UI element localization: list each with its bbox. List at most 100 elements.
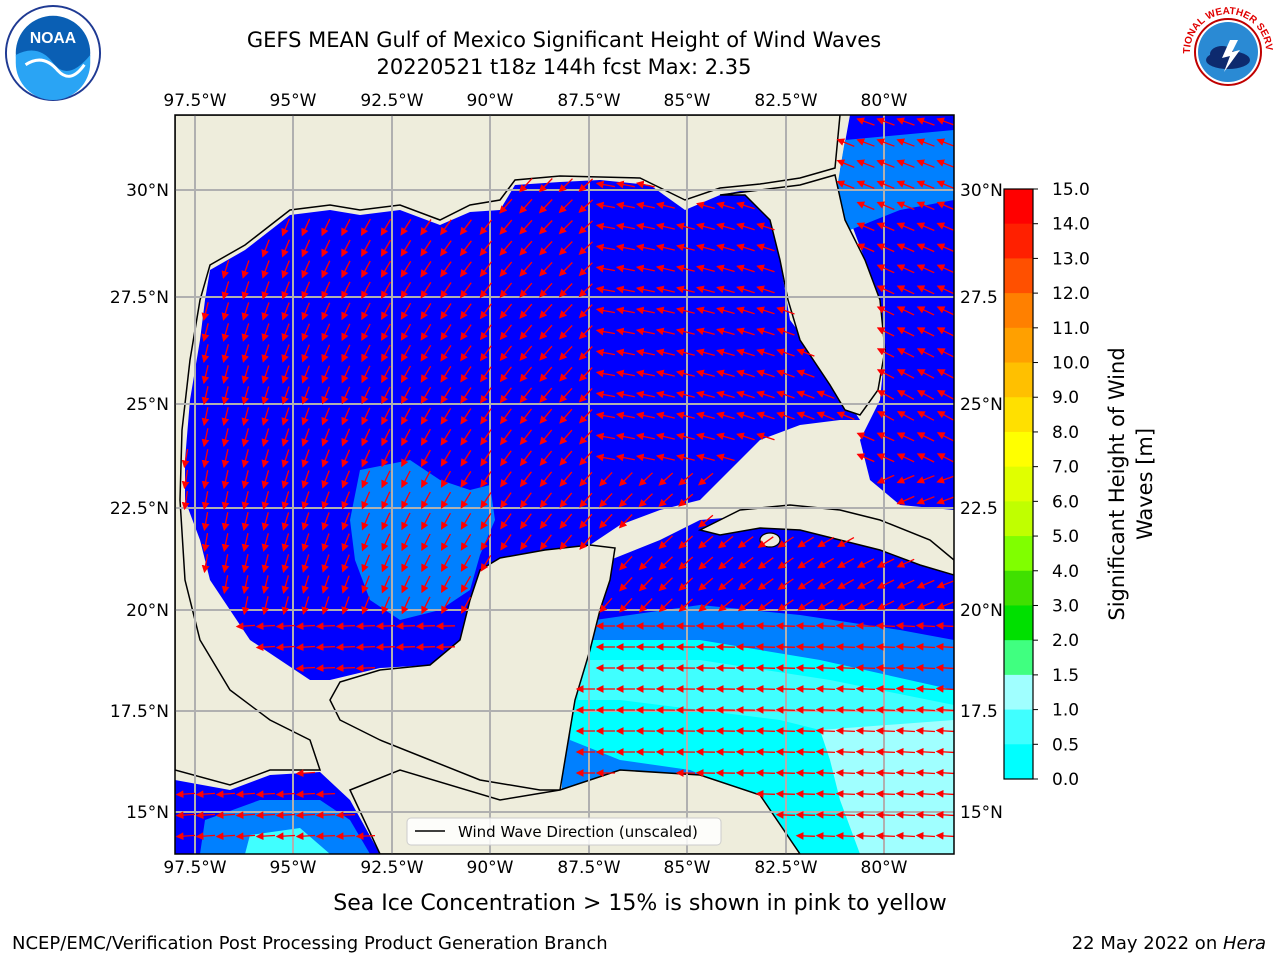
wind-arrow (578, 304, 593, 319)
wind-arrow (916, 327, 935, 337)
wind-arrow (520, 534, 532, 551)
wind-arrow (936, 390, 954, 400)
wind-arrow (876, 306, 895, 316)
wind-arrow (241, 596, 250, 616)
wind-arrow (875, 747, 896, 756)
wind-arrow (658, 493, 674, 507)
wind-arrow (341, 512, 350, 531)
wind-arrow (935, 810, 954, 819)
wind-arrow (736, 222, 755, 231)
wind-arrow (796, 390, 815, 399)
wind-arrow (775, 664, 796, 672)
wind-arrow (400, 323, 412, 341)
wind-arrow (696, 243, 715, 252)
wind-arrow (578, 199, 594, 213)
wind-arrow (201, 449, 210, 469)
wind-arrow (855, 663, 876, 672)
wind-arrow (221, 386, 230, 405)
wind-arrow (255, 622, 276, 631)
wind-arrow (301, 512, 310, 531)
wind-arrow (776, 390, 795, 399)
wind-arrow (815, 663, 836, 672)
wind-arrow (716, 264, 735, 273)
colorbar-tick-label: 7.0 (1052, 458, 1079, 478)
wind-arrow (519, 408, 533, 425)
lon-label: 90°W (467, 858, 514, 878)
wind-arrow (539, 408, 553, 424)
cuba (697, 504, 954, 576)
wind-arrow (916, 180, 935, 190)
map-area (175, 115, 954, 854)
wind-arrow (935, 642, 954, 651)
wind-arrow (381, 554, 391, 573)
wind-arrow (736, 327, 755, 336)
wind-arrow (635, 243, 655, 252)
colorbar-segment (1004, 223, 1033, 259)
wind-arrow (595, 201, 616, 210)
wind-arrow (480, 450, 492, 467)
wind-arrow (221, 512, 230, 532)
wind-arrow (756, 264, 775, 273)
wind-arrow (777, 599, 794, 611)
wind-arrow (380, 260, 392, 278)
wind-arrow (876, 138, 895, 147)
lat-labels-left: 30°N 27.5°N 25°N 22.5°N 20°N 17.5°N 15°N (110, 181, 169, 823)
wind-arrow (441, 575, 451, 594)
wind-arrow (415, 643, 436, 651)
wind-arrow (181, 469, 190, 490)
wind-arrow (420, 365, 432, 383)
wind-arrow (915, 663, 936, 672)
colorbar-segment (1004, 327, 1033, 364)
colorbar-tick-label: 4.0 (1052, 562, 1079, 582)
wind-arrow (315, 664, 336, 673)
wind-arrow (261, 449, 270, 468)
wind-arrow (916, 306, 935, 316)
wind-arrow (896, 222, 915, 232)
wind-arrow (539, 345, 553, 361)
wind-arrow (595, 306, 616, 315)
wind-arrow (915, 642, 936, 651)
wind-arrow (519, 324, 533, 340)
wind-arrow (595, 285, 616, 294)
wind-arrow (635, 411, 655, 420)
wind-arrow (915, 705, 936, 714)
wind-arrow (658, 556, 673, 571)
wind-arrow (201, 428, 210, 448)
wind-arrow (835, 747, 856, 756)
wind-arrow (578, 325, 593, 340)
wind-arrow (896, 201, 915, 211)
wind-arrow (519, 345, 533, 362)
wind-arrow (615, 369, 635, 378)
wind-arrow (876, 117, 895, 126)
wind-arrow (696, 222, 715, 231)
wind-arrow (261, 428, 270, 447)
wind-arrow (635, 348, 655, 357)
wind-arrow (698, 556, 714, 570)
wind-arrow (658, 598, 673, 613)
wind-arrow (499, 387, 512, 404)
wind-arrow (241, 281, 250, 300)
wind-arrow (241, 344, 250, 363)
wind-arrow (655, 201, 675, 210)
wind-arrow (301, 533, 310, 552)
wind-arrow (321, 470, 330, 489)
wind-arrow (440, 470, 452, 488)
wind-arrow (281, 512, 290, 531)
wind-arrow (361, 407, 371, 426)
wind-arrow (935, 789, 954, 798)
wind-arrow (361, 365, 371, 384)
wind-arrow (321, 218, 331, 237)
wind-arrow (499, 240, 513, 256)
wind-arrow (856, 579, 875, 589)
wind-arrow (361, 470, 371, 489)
wind-arrow (400, 365, 411, 384)
wind-arrow (915, 831, 936, 840)
wind-arrow (896, 180, 915, 190)
wind-arrow (460, 387, 472, 404)
wind-arrow (261, 365, 270, 384)
wind-arrow (301, 596, 310, 615)
wind-arrow (757, 557, 774, 570)
wind-arrow (835, 831, 856, 840)
mexico-west (175, 115, 841, 786)
wind-arrow (361, 596, 370, 615)
